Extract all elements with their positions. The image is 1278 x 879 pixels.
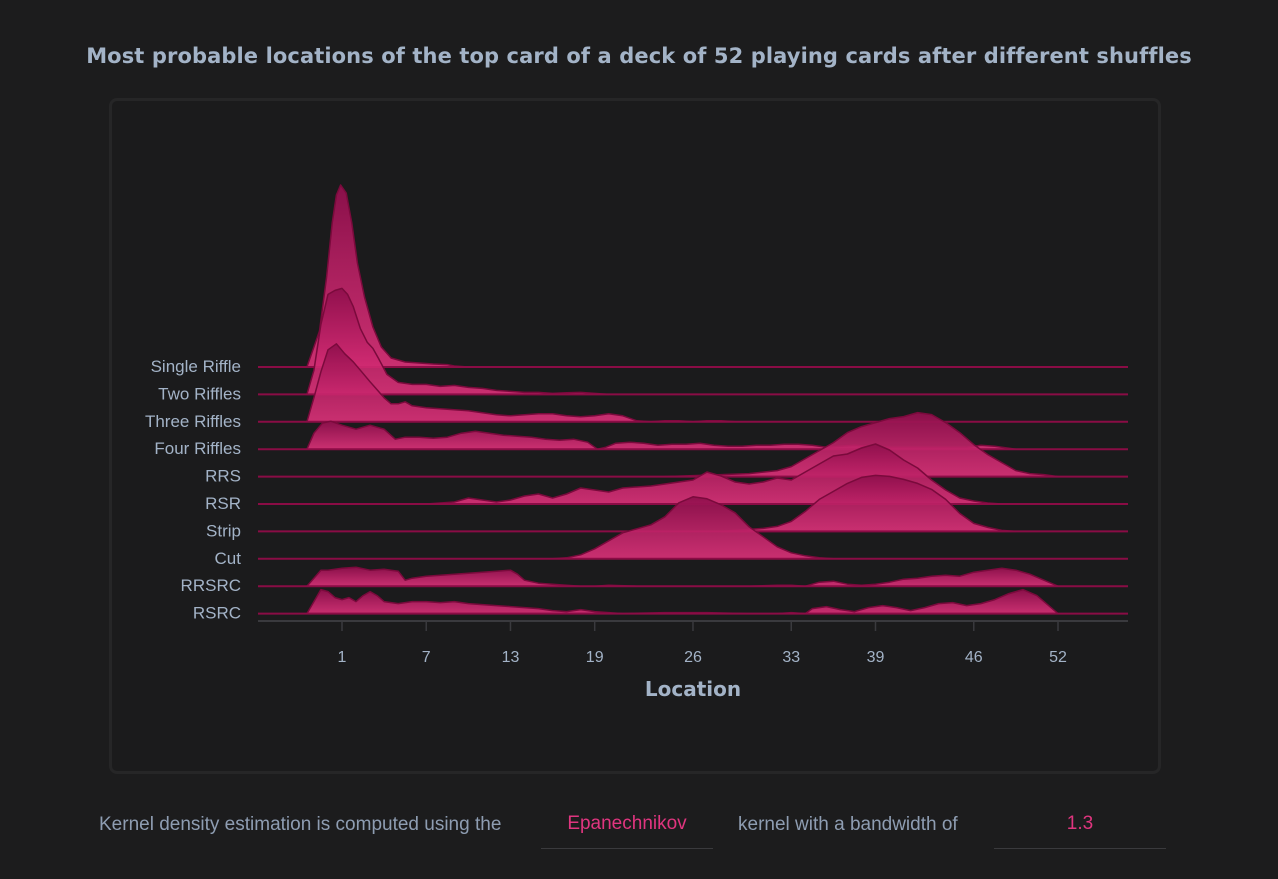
ridge-area [306,588,1059,615]
x-tick-label: 52 [1049,649,1067,666]
row-label: Four Riffles [154,439,241,458]
x-tick-label: 13 [502,649,520,666]
ridge-area [720,474,1017,533]
row-label: Cut [215,549,242,568]
x-axis-title: Location [645,677,741,701]
x-tick-label: 19 [586,649,604,666]
x-tick-label: 33 [782,649,800,666]
ridge-two-riffles [258,287,1128,396]
x-tick-label: 1 [338,649,347,666]
ridge-rrsrc [258,566,1128,588]
x-axis: 1 7 13 19 26 33 39 46 52 [258,620,1128,666]
x-tick-label: 39 [867,649,885,666]
row-label: RRSRC [181,576,241,595]
chart-panel [109,98,1161,774]
x-tick-label: 46 [965,649,983,666]
ridge-rsrc [258,588,1128,615]
row-labels-group: Single Riffle Two Riffles Three Riffles Fou… [145,357,241,623]
row-label: Strip [206,521,241,540]
chart-title: Most probable locations of the top card … [86,44,1192,68]
ridge-single-riffle [258,184,1128,368]
ridge-area [306,287,610,396]
kde-text-middle: kernel with a bandwidth of [738,814,958,835]
row-label: RSR [205,494,241,513]
ridge-three-riffles [258,343,1128,423]
row-label: Two Riffles [158,384,241,403]
row-label: RRS [205,467,241,486]
ridge-four-riffles [258,420,1128,451]
ridge-area [306,566,1059,587]
row-label: Three Riffles [145,412,241,431]
x-tick-label: 26 [684,649,702,666]
ridge-rrs [258,411,1128,478]
ridge-cut [258,496,1128,560]
ridge-area [664,411,1059,478]
row-label: RSRC [193,604,241,623]
kernel-select[interactable]: Epanechnikov [541,800,713,849]
x-tick-label: 7 [422,649,431,666]
ridge-area [551,496,835,560]
kde-text-before: Kernel density estimation is computed us… [99,814,502,835]
ridges-group [258,184,1128,615]
bandwidth-input[interactable]: 1.3 [994,800,1166,849]
row-label: Single Riffle [151,357,241,376]
